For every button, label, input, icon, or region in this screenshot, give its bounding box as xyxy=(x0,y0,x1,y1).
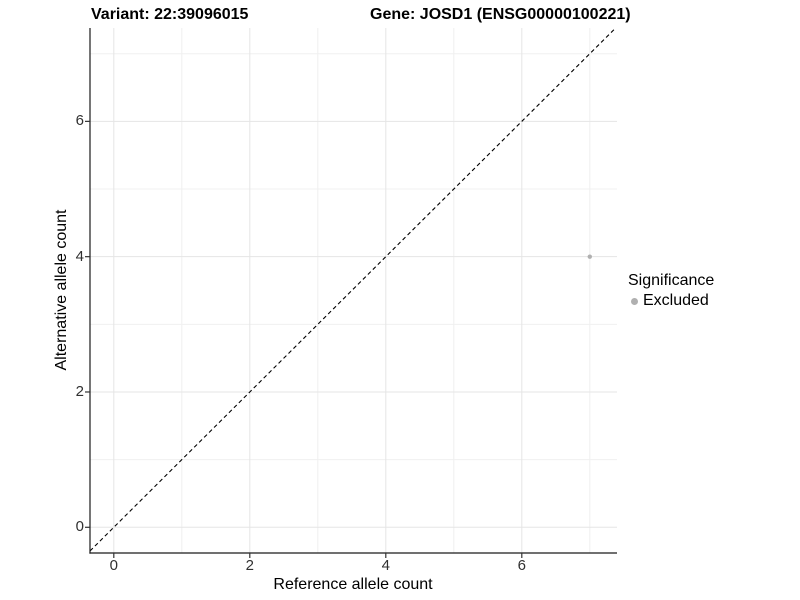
y-axis-title: Alternative allele count xyxy=(53,209,70,371)
identity-reference-line xyxy=(89,27,617,552)
legend-title: Significance xyxy=(628,272,715,289)
legend-point-icon xyxy=(631,297,638,305)
x-tick-label: 2 xyxy=(245,557,254,574)
data-point-excluded xyxy=(587,254,592,259)
legend-item-label: Excluded xyxy=(643,292,709,309)
x-tick-label: 4 xyxy=(381,557,390,574)
y-tick-label: 0 xyxy=(75,518,84,536)
plot-title-gene: Gene: JOSD1 (ENSG00000100221) xyxy=(370,6,631,23)
x-axis-title: Reference allele count xyxy=(273,576,433,593)
x-tick-label: 6 xyxy=(517,557,526,574)
plot-title-variant: Variant: 22:39096015 xyxy=(91,6,249,23)
y-tick-label: 2 xyxy=(75,382,84,400)
legend-item-excluded: Excluded xyxy=(628,291,714,311)
y-tick-label: 4 xyxy=(75,247,84,265)
y-tick-label: 6 xyxy=(75,112,84,130)
legend: Significance Excluded xyxy=(628,271,714,311)
x-tick-label: 0 xyxy=(109,557,118,574)
